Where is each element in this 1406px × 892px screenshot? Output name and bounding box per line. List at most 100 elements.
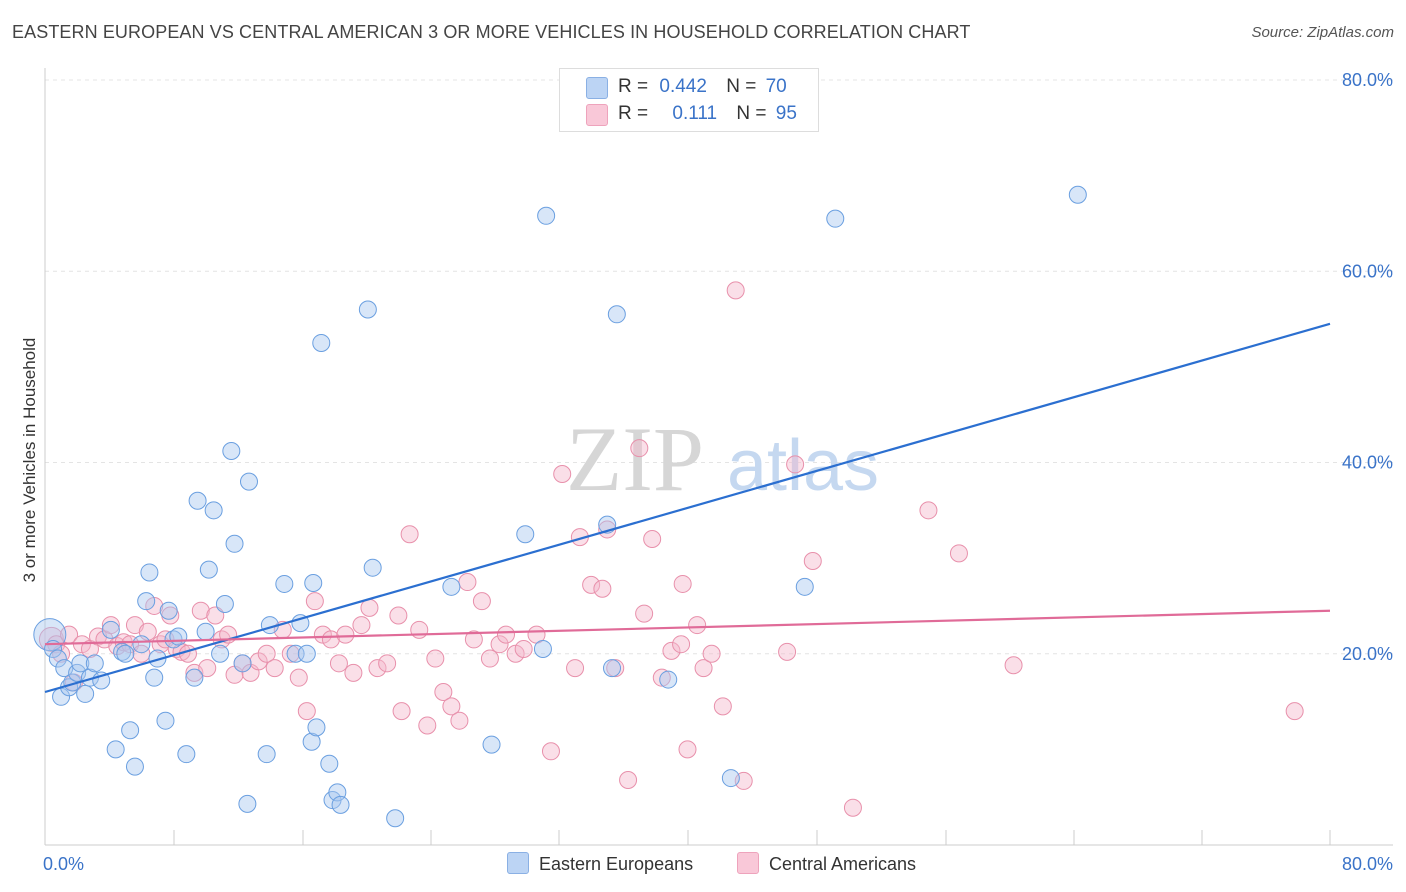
central-american-point xyxy=(672,635,691,654)
eastern-european-point xyxy=(33,618,67,652)
eastern-european-point xyxy=(795,577,814,596)
central-american-point xyxy=(662,641,681,660)
eastern-european-point xyxy=(297,644,316,663)
central-american-point xyxy=(702,644,721,663)
central-american-point xyxy=(652,668,671,687)
eastern-european-point xyxy=(211,644,230,663)
eastern-european-point xyxy=(238,794,257,813)
central-american-point xyxy=(344,663,363,682)
central-american-point xyxy=(458,573,477,592)
eastern-european-point xyxy=(233,654,252,673)
eastern-european-point xyxy=(159,601,178,620)
eastern-european-point xyxy=(140,563,159,582)
eastern-european-point xyxy=(196,622,215,641)
n-value-eastern: 70 xyxy=(765,76,787,97)
eastern-european-point xyxy=(331,795,350,814)
central-american-point xyxy=(514,639,533,658)
central-american-point xyxy=(410,620,429,639)
central-american-point xyxy=(919,501,938,520)
eastern-european-point xyxy=(291,614,310,633)
eastern-european-point xyxy=(121,721,140,740)
correlation-legend: R = 0.442 N = 70 R = 0.111 N = 95 xyxy=(559,68,819,132)
eastern-european-point xyxy=(275,574,294,593)
r-label: R = xyxy=(618,76,649,97)
central-americans-trend-line xyxy=(44,609,1331,646)
central-american-point xyxy=(472,592,491,611)
central-american-point xyxy=(321,630,340,649)
source-credit: Source: ZipAtlas.com xyxy=(1251,24,1394,41)
central-american-point xyxy=(496,625,515,644)
eastern-european-point xyxy=(304,573,323,592)
tick-labels: 20.0% 40.0% 60.0% 80.0% 0.0% 80.0% xyxy=(43,70,1393,874)
central-american-point xyxy=(694,659,713,678)
chart-title: EASTERN EUROPEAN VS CENTRAL AMERICAN 3 O… xyxy=(12,22,971,42)
legend-item-central: Central Americans xyxy=(737,852,916,875)
r-label: R = xyxy=(618,103,649,124)
r-value-central: 0.111 xyxy=(672,103,718,124)
central-american-point xyxy=(352,616,371,635)
y-tick-label: 20.0% xyxy=(1342,644,1393,664)
central-american-point xyxy=(426,649,445,668)
eastern-european-point xyxy=(145,668,164,687)
n-label: N = xyxy=(726,76,757,97)
central-american-point xyxy=(191,601,210,620)
axes xyxy=(44,68,1393,846)
central-american-point xyxy=(541,742,560,761)
watermark-zip: ZIP xyxy=(566,408,704,510)
central-american-point xyxy=(464,630,483,649)
eastern-europeans-trend-line xyxy=(44,322,1331,694)
eastern-european-point xyxy=(257,745,276,764)
y-tick-label: 80.0% xyxy=(1342,70,1393,90)
eastern-european-point xyxy=(148,649,167,668)
eastern-european-point xyxy=(204,501,223,520)
eastern-european-point xyxy=(76,684,95,703)
legend-row-eastern: R = 0.442 N = 70 xyxy=(618,76,787,98)
central-american-point xyxy=(434,683,453,701)
central-american-point xyxy=(378,654,397,673)
central-american-point xyxy=(418,716,437,735)
eastern-european-point xyxy=(607,305,626,324)
central-american-point xyxy=(289,668,308,687)
legend-swatch-eastern-bottom xyxy=(507,852,529,874)
eastern-european-point xyxy=(188,491,207,510)
eastern-european-point xyxy=(826,209,845,228)
y-tick-label: 60.0% xyxy=(1342,261,1393,281)
eastern-european-point xyxy=(106,740,125,759)
eastern-european-point xyxy=(358,300,377,319)
central-american-point xyxy=(265,659,284,678)
central-american-point xyxy=(450,711,469,730)
x-tick-label: 80.0% xyxy=(1342,854,1393,874)
eastern-european-point xyxy=(302,732,321,751)
legend-item-eastern: Eastern Europeans xyxy=(507,852,693,875)
eastern-european-point xyxy=(125,757,144,776)
legend-row-central: R = 0.111 N = 95 xyxy=(618,103,797,125)
legend-swatch-central xyxy=(586,104,608,126)
eastern-european-point xyxy=(113,642,132,661)
eastern-european-point xyxy=(137,592,156,611)
eastern-european-point xyxy=(177,745,196,764)
central-american-point xyxy=(480,649,499,668)
central-americans-points xyxy=(38,281,1304,817)
central-american-point xyxy=(803,551,822,570)
n-value-central: 95 xyxy=(775,103,797,124)
eastern-european-point xyxy=(386,809,405,828)
eastern-european-point xyxy=(156,711,175,730)
eastern-european-point xyxy=(363,558,382,577)
central-american-point xyxy=(566,659,585,678)
eastern-european-point xyxy=(442,577,461,596)
trend-lines xyxy=(44,322,1331,694)
central-american-point xyxy=(643,530,662,548)
eastern-european-point xyxy=(101,620,120,639)
central-american-point xyxy=(206,606,225,625)
eastern-european-point xyxy=(116,644,135,663)
central-american-point xyxy=(389,606,408,625)
eastern-european-point xyxy=(85,654,104,673)
eastern-european-point xyxy=(537,206,556,225)
central-american-point xyxy=(101,616,120,635)
central-american-point xyxy=(1004,656,1023,675)
watermark: ZIP atlas xyxy=(566,408,879,510)
central-american-point xyxy=(392,702,411,721)
central-american-point xyxy=(630,439,649,458)
central-american-point xyxy=(593,579,612,598)
